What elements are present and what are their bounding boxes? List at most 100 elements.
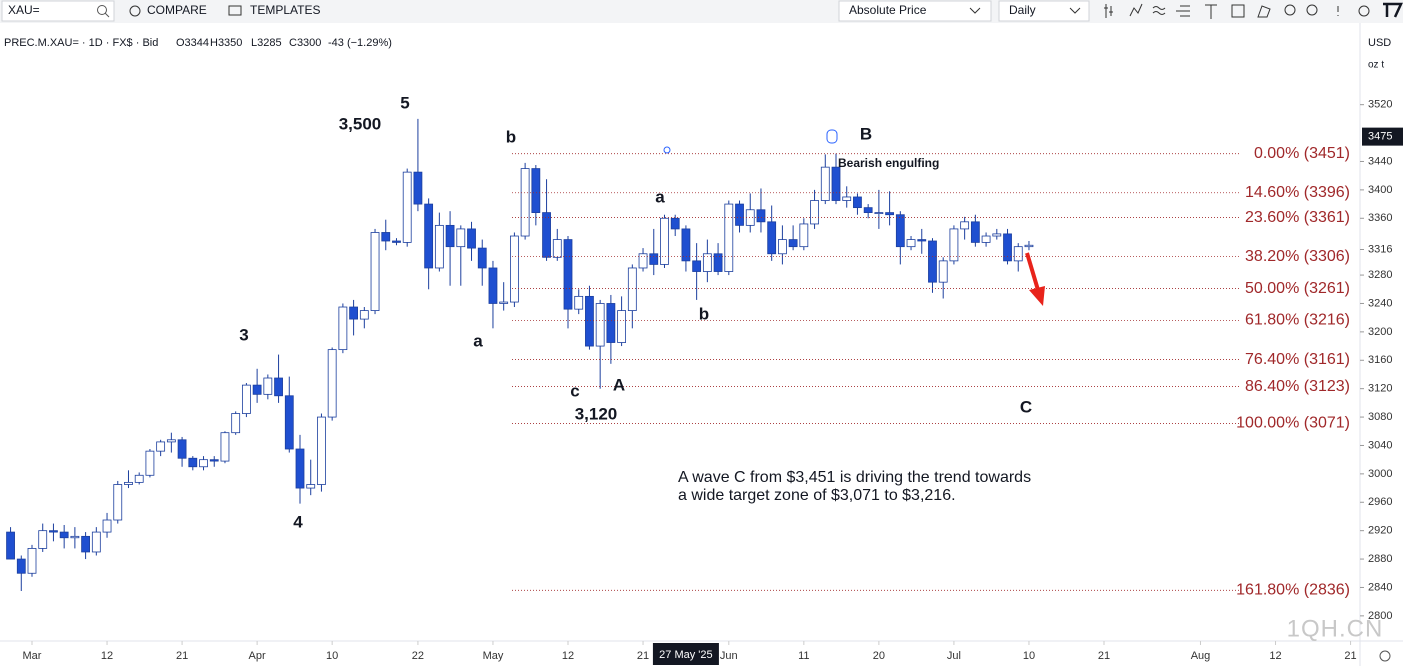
fib-label: 23.60% (3361) [1245,209,1350,226]
candle-body [981,235,991,243]
candle-body [81,535,90,553]
candle-body [188,457,198,468]
legend-open: O3344 [176,37,209,49]
y-tick-label: 3160 [1368,354,1392,366]
x-tick-label: May [483,650,504,662]
plot-area [6,118,1034,592]
commentary: A wave C from $3,451 is driving the tren… [678,469,1031,486]
interval[interactable]: Daily [1009,3,1036,17]
candle-body [778,239,787,255]
y-tick-label: 2920 [1368,525,1392,537]
fib-label: 38.20% (3306) [1245,248,1350,265]
candle-body [595,303,605,347]
candle-body [820,166,830,201]
compare-button[interactable]: COMPARE [147,3,207,17]
candle-body [563,239,573,310]
x-tick-label: 21 [176,650,188,662]
candle-body [445,224,455,248]
symbol-input[interactable]: XAU= [8,3,40,17]
candle-body [199,459,208,468]
candle-body [509,235,519,303]
candle-body [831,166,841,201]
tool-icons[interactable] [1104,3,1370,19]
last-price-label: 3475 [1368,131,1392,143]
y-tick-label: 3280 [1368,269,1392,281]
y-tick-label: 3400 [1368,184,1392,196]
candle-body [681,228,691,262]
candle-body [917,239,927,242]
legend-instrument: PREC.M.XAU= · 1D · FX$ · Bid [4,37,158,49]
x-tick-label: Jul [947,650,961,662]
candle-body [209,459,219,462]
wave-label: b [506,127,516,146]
x-tick-label: 12 [562,650,574,662]
candle-body [456,228,466,248]
templates-icon[interactable] [228,5,242,16]
dropdown-arrow[interactable] [969,7,981,14]
candle-body [220,432,230,462]
candle-body [520,168,530,237]
candle-body [370,232,380,311]
y-tick-label: 3120 [1368,383,1392,395]
tool-icon[interactable] [1306,4,1318,16]
commentary: a wide target zone of $3,071 to $3,216. [678,487,956,504]
candle-body [638,253,648,269]
candle-body [413,171,423,205]
tool-icon[interactable] [1152,6,1166,15]
tool-icon[interactable] [1129,3,1143,17]
fib-label: 100.00% (3071) [1236,415,1350,432]
tool-icon[interactable] [1231,4,1245,18]
candle-body [38,530,48,549]
interval-select[interactable] [998,0,1090,22]
symbol-box[interactable] [1,0,115,22]
dropdown-arrow[interactable] [1069,7,1081,14]
candle-body [16,558,26,574]
candle-body [542,212,551,258]
price-mode-select[interactable] [838,0,992,22]
unit-select[interactable]: oz t [1368,60,1384,71]
fib-label: 76.40% (3161) [1245,351,1350,368]
currency-select[interactable]: USD [1368,37,1391,49]
tool-icon[interactable] [1205,4,1217,19]
candle-body [306,484,316,489]
candle-body [906,239,916,248]
toolbar-bg [0,0,1403,23]
candle-body [317,416,326,485]
compare-icon[interactable] [129,5,141,17]
search-icon[interactable] [97,5,107,15]
candle-body [467,228,476,249]
legend-low: L3285 [251,37,282,49]
y-tick-label: 2800 [1368,610,1392,622]
candle-body [113,484,123,521]
x-tick-label: Mar [23,650,42,662]
candle-body [338,306,348,351]
candle-body [670,217,680,230]
candle-body [745,209,755,226]
candle-body [295,448,305,489]
settings-icon[interactable] [1358,5,1370,17]
candle-body [6,531,15,560]
y-tick-label: 2960 [1368,496,1392,508]
tool-icon[interactable] [1176,5,1190,17]
marker [826,129,838,144]
y-tick-label: 3240 [1368,297,1392,309]
price-mode[interactable]: Absolute Price [849,3,927,17]
candle-body [1013,246,1023,262]
legend-close: C3300 [289,37,321,49]
y-tick-label: 3200 [1368,326,1392,338]
templates-button[interactable]: TEMPLATES [250,3,320,17]
tool-icon[interactable] [1284,4,1296,16]
candle-body [499,301,509,304]
x-tick-label: 21 [1098,650,1110,662]
candle-body [606,303,616,343]
x-tick-label: Aug [1191,650,1211,662]
tool-icon[interactable] [1257,5,1271,18]
candle-body [842,196,852,201]
wave-label: b [699,304,709,323]
settings-icon[interactable] [1379,650,1391,662]
candle-body [627,267,637,311]
candle-body [799,223,809,248]
search-icon[interactable] [104,12,110,18]
tool-icon[interactable] [1104,4,1113,18]
